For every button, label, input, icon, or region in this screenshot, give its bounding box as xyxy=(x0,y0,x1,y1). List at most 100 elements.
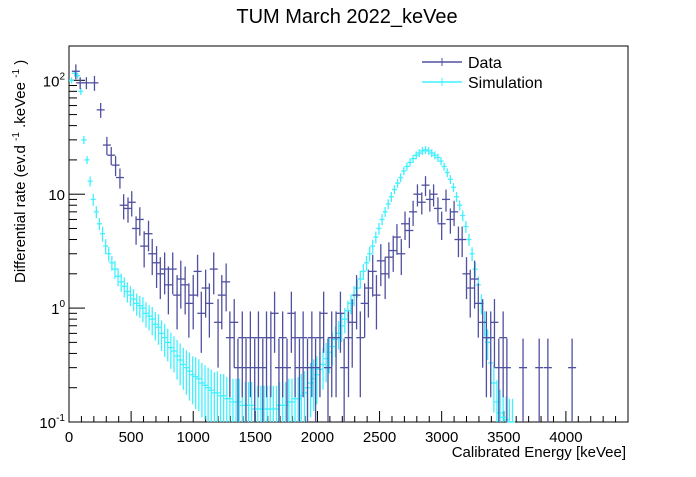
data-point xyxy=(379,214,385,226)
data-point xyxy=(189,275,198,330)
data-point xyxy=(336,291,345,353)
data-point xyxy=(176,260,185,309)
data-point xyxy=(106,246,112,262)
data-point xyxy=(103,239,109,255)
y-tick-label: 10 xyxy=(51,299,65,318)
data-point xyxy=(211,372,217,422)
data-point xyxy=(429,149,435,158)
data-point xyxy=(183,350,189,395)
data-point xyxy=(463,220,469,233)
y-tick-label: 10 xyxy=(48,187,65,204)
data-point xyxy=(442,189,451,212)
data-point xyxy=(376,222,382,235)
data-point xyxy=(132,216,141,245)
y-axis-label-main: Differential rate (ev.d xyxy=(12,145,29,283)
data-point xyxy=(119,194,128,220)
y-axis-label-sup2: -1 xyxy=(11,69,22,78)
data-point xyxy=(230,299,239,368)
data-point xyxy=(81,136,87,144)
data-point xyxy=(287,291,296,353)
data-point xyxy=(143,302,149,328)
data-point xyxy=(109,255,115,271)
data-point xyxy=(249,382,255,422)
data-point xyxy=(320,347,326,390)
data-point xyxy=(409,200,418,227)
data-point xyxy=(478,299,487,368)
data-point xyxy=(171,336,177,373)
data-point xyxy=(417,192,426,215)
data-point xyxy=(404,162,410,171)
data-point xyxy=(193,254,202,297)
y-axis: 10-1 10 10 102 xyxy=(39,45,85,432)
data-point xyxy=(360,264,366,281)
data-point xyxy=(146,305,152,331)
plot-frame xyxy=(68,45,629,423)
data-point xyxy=(201,269,210,318)
data-point xyxy=(127,191,136,217)
data-point xyxy=(102,136,111,155)
data-point xyxy=(254,311,263,398)
data-point xyxy=(168,332,174,369)
data-point xyxy=(407,158,413,167)
data-point xyxy=(140,297,146,323)
data-point xyxy=(494,338,503,422)
data-point xyxy=(118,273,124,292)
data-point xyxy=(184,283,193,338)
data-point xyxy=(180,347,186,390)
data-point xyxy=(426,147,432,156)
data-point xyxy=(391,185,397,195)
data-point xyxy=(250,338,259,422)
y-tick-label: 102 xyxy=(43,71,66,90)
data-point xyxy=(299,311,308,398)
data-point xyxy=(466,233,472,246)
x-tick-label: 2000 xyxy=(301,429,334,446)
data-point xyxy=(93,206,99,219)
data-point xyxy=(266,311,275,398)
data-point xyxy=(376,244,385,287)
data-point xyxy=(262,311,271,398)
y-axis-label-mid: .keVee xyxy=(12,82,29,128)
data-point xyxy=(384,242,393,279)
data-point xyxy=(348,299,357,368)
data-point xyxy=(401,211,410,241)
x-axis: 0 500 1000 1500 2000 2500 3000 3500 4000 xyxy=(65,411,617,446)
data-point xyxy=(357,270,363,289)
data-point xyxy=(447,175,453,185)
data-point xyxy=(134,293,140,316)
data-point xyxy=(100,226,106,242)
legend: Data Simulation xyxy=(422,55,543,92)
data-point xyxy=(370,239,376,254)
data-point xyxy=(506,398,512,423)
data-point xyxy=(364,255,370,271)
x-tick-label: 2500 xyxy=(363,429,396,446)
data-point xyxy=(121,277,127,298)
data-point xyxy=(217,275,226,330)
data-point xyxy=(401,167,407,176)
data-point xyxy=(289,378,295,422)
data-point xyxy=(319,291,328,353)
data-point xyxy=(152,312,158,341)
data-point xyxy=(486,311,495,398)
data-point xyxy=(397,238,406,276)
series-layer xyxy=(68,64,577,423)
data-point xyxy=(519,338,528,422)
data-point xyxy=(90,193,96,206)
data-point xyxy=(372,275,381,330)
data-point xyxy=(395,178,401,188)
data-point xyxy=(419,147,425,156)
data-point xyxy=(218,374,224,422)
data-point xyxy=(311,338,320,422)
data-point xyxy=(144,220,153,252)
data-point xyxy=(324,338,333,422)
data-point xyxy=(502,338,511,422)
data-point xyxy=(385,199,391,210)
data-point xyxy=(209,252,218,295)
data-point xyxy=(364,269,373,318)
data-point xyxy=(214,299,223,368)
data-point xyxy=(205,367,211,422)
series-simulation xyxy=(68,70,515,423)
data-point xyxy=(450,183,456,192)
data-point xyxy=(444,168,450,178)
